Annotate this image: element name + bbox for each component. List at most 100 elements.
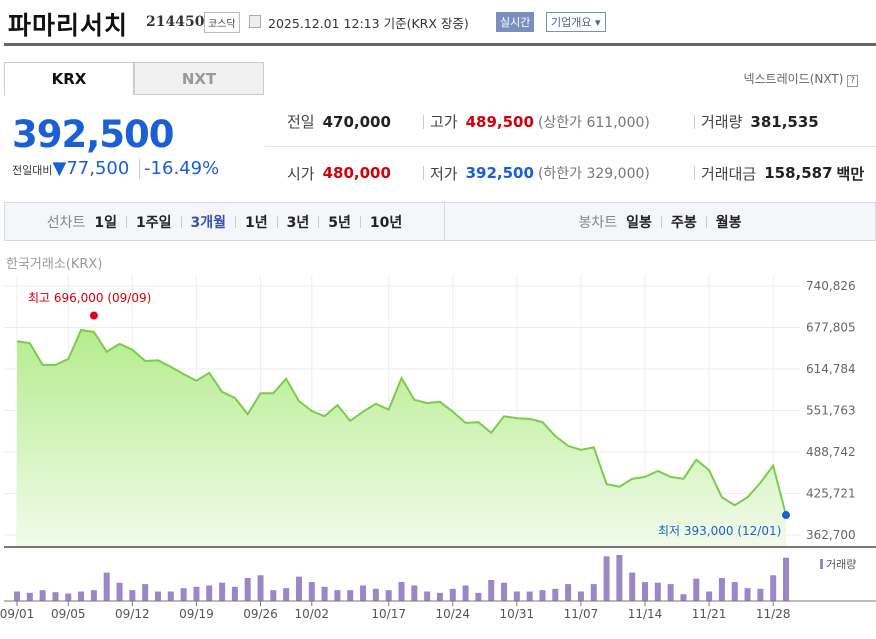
period-candle-2[interactable]: 월봉 xyxy=(715,214,742,231)
volume-bar xyxy=(501,582,508,601)
nxt-link[interactable]: 넥스트레이드(NXT) ? xyxy=(743,70,858,87)
x-tick-label: 10/31 xyxy=(500,607,535,621)
chart-source: 한국거래소(KRX) xyxy=(6,257,103,272)
volume-bar xyxy=(783,557,789,601)
volume-bar xyxy=(718,578,725,601)
volume-bar xyxy=(398,582,405,601)
volume-bar xyxy=(590,584,597,601)
volume-bar xyxy=(321,586,328,601)
volume-bar xyxy=(449,588,456,601)
quote-row-2: 시가 480,000 저가 392,500 (하한가 329,000) 거래대금 158… xyxy=(287,164,865,183)
period-line-6[interactable]: 10년 xyxy=(369,214,403,231)
x-tick-label: 10/24 xyxy=(435,607,470,621)
calendar-clock-icon xyxy=(249,15,261,28)
volume-bar xyxy=(462,585,469,601)
volume-bar xyxy=(770,575,777,601)
volume-bar xyxy=(270,590,277,601)
volume-bar xyxy=(680,594,687,601)
period-line-0[interactable]: 1일 xyxy=(94,214,117,231)
tab-krx[interactable]: KRX xyxy=(4,62,134,95)
volume-bar xyxy=(26,592,33,601)
period-line-1[interactable]: 1주일 xyxy=(135,214,172,231)
divider xyxy=(235,215,237,228)
period-candle-0[interactable]: 일봉 xyxy=(626,214,652,231)
price-chart: 740,826 677,805 614,784 551,763 488,742 425,7… xyxy=(0,275,876,621)
volume-bar xyxy=(372,588,379,601)
x-tick-label: 11/14 xyxy=(628,607,663,621)
price-line xyxy=(16,328,787,516)
volume-bar xyxy=(257,575,264,601)
x-tick-label: 11/28 xyxy=(756,607,791,621)
volume-bar xyxy=(231,586,238,601)
volume-bar xyxy=(39,590,46,601)
volume-bar xyxy=(52,592,59,601)
current-price: 392,500 xyxy=(12,113,175,156)
volume-bar xyxy=(334,590,341,601)
volume-bar xyxy=(475,592,482,601)
min-label: 최저 393,000 (12/01) xyxy=(658,524,781,538)
volume-bar xyxy=(552,588,559,601)
realtime-button[interactable]: 실시간 xyxy=(496,12,535,32)
volume-bar xyxy=(513,591,520,601)
x-tick-label: 11/21 xyxy=(692,607,727,621)
max-point xyxy=(89,311,98,320)
volume-bar xyxy=(526,591,533,601)
period-line-5[interactable]: 5년 xyxy=(328,214,351,231)
volume-bar xyxy=(360,585,367,601)
volume-bar xyxy=(424,591,431,601)
period-line-2[interactable]: 3개월 xyxy=(190,214,227,231)
y-tick-label: 740,826 xyxy=(806,279,856,293)
stock-code: 214450 xyxy=(146,14,205,30)
candle-chart-label: 봉차트 xyxy=(578,214,618,231)
volume-bar xyxy=(142,584,149,601)
y-tick-label: 425,721 xyxy=(806,487,856,501)
x-tick-label: 09/19 xyxy=(179,607,214,621)
volume-bar xyxy=(577,591,584,601)
help-icon[interactable]: ? xyxy=(847,75,858,87)
volume-bar xyxy=(295,576,302,601)
volume-bar xyxy=(642,582,649,601)
max-label: 최고 696,000 (09/09) xyxy=(28,291,151,305)
company-overview-dropdown[interactable]: 기업개요 ▾ xyxy=(546,12,606,32)
volume-bar xyxy=(283,588,290,601)
divider xyxy=(359,215,361,228)
quote-row-1: 전일 470,000 고가 489,500 (상한가 611,000) 거래량 381,… xyxy=(265,97,876,147)
y-tick-label: 488,742 xyxy=(806,445,856,459)
volume-bar xyxy=(436,592,443,601)
volume-bar xyxy=(706,591,713,601)
x-tick-label: 11/07 xyxy=(564,607,599,621)
tab-nxt[interactable]: NXT xyxy=(134,62,264,95)
volume-bar xyxy=(129,590,136,601)
volume-bar xyxy=(154,591,161,601)
period-line-3[interactable]: 1년 xyxy=(245,214,268,231)
volume-bar xyxy=(90,590,97,601)
volume-bar xyxy=(565,584,572,601)
volume-bar xyxy=(603,556,610,601)
volume-bar xyxy=(65,593,72,601)
volume-bar xyxy=(654,582,661,601)
volume-bar xyxy=(347,590,354,601)
volume-bar xyxy=(78,591,85,601)
volume-bar xyxy=(757,588,764,601)
volume-bar xyxy=(411,585,418,601)
volume-bar xyxy=(616,555,623,601)
y-tick-label: 362,700 xyxy=(806,528,856,542)
volume-legend: 거래량 xyxy=(826,558,856,571)
volume-bar xyxy=(744,588,751,601)
volume-bar xyxy=(693,578,700,601)
x-tick-label: 10/02 xyxy=(294,607,329,621)
header-divider xyxy=(4,43,876,46)
volume-bar xyxy=(116,582,123,601)
x-tick-label: 09/12 xyxy=(115,607,150,621)
period-candle-1[interactable]: 주봉 xyxy=(670,214,697,231)
line-chart-label: 선차트 xyxy=(46,214,86,231)
x-tick-label: 09/26 xyxy=(243,607,278,621)
period-line-4[interactable]: 3년 xyxy=(286,214,310,231)
y-tick-label: 614,784 xyxy=(806,362,856,376)
volume-bar xyxy=(629,572,636,601)
stock-name: 파마리서치 xyxy=(8,11,129,40)
divider xyxy=(318,215,320,228)
min-point xyxy=(782,511,790,520)
divider xyxy=(276,215,278,228)
volume-bar xyxy=(14,591,20,601)
